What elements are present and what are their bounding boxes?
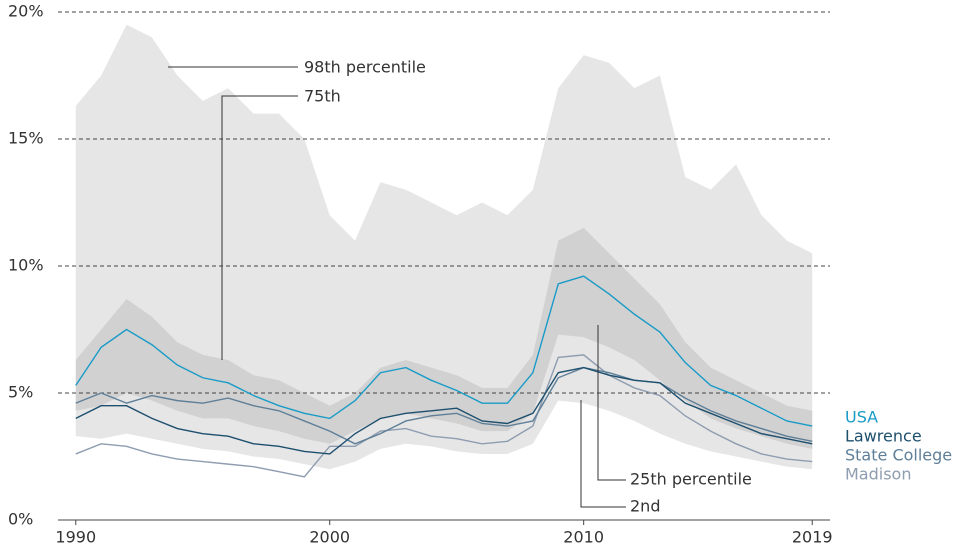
- y-tick-label: 20%: [8, 2, 44, 21]
- series-line: [75, 275, 813, 427]
- percentile-band: [75, 227, 813, 449]
- x-tick-label: 2000: [309, 528, 350, 547]
- y-tick-label: 15%: [8, 129, 44, 148]
- annotation-leader: [580, 400, 626, 508]
- series-line: [75, 366, 813, 445]
- series-line: [75, 354, 813, 478]
- legend-label: Madison: [845, 465, 911, 484]
- y-tick-label: 0%: [8, 510, 33, 529]
- annotation-leader: [221, 95, 298, 360]
- percentile-band: [75, 24, 813, 470]
- x-tick-label: 2019: [792, 528, 833, 547]
- y-tick-label: 10%: [8, 256, 44, 275]
- legend-label: State College: [845, 446, 952, 465]
- annotation: 75th: [304, 87, 341, 106]
- annotation-leader: [597, 325, 626, 481]
- x-tick-label: 1990: [55, 528, 96, 547]
- x-tick-label: 2010: [563, 528, 604, 547]
- series-line: [75, 366, 813, 455]
- annotation: 25th percentile: [630, 470, 752, 489]
- annotation: 2nd: [630, 497, 660, 516]
- legend-label: Lawrence: [845, 427, 922, 446]
- legend-label: USA: [845, 408, 878, 427]
- y-tick-label: 5%: [8, 383, 33, 402]
- annotation: 98th percentile: [304, 58, 426, 77]
